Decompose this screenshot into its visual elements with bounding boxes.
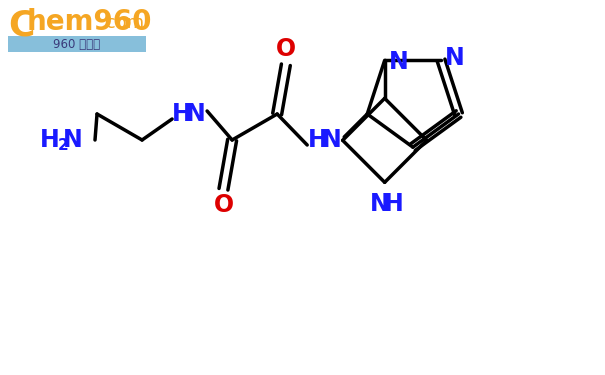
Text: N: N <box>370 192 390 216</box>
Text: N: N <box>186 102 206 126</box>
Text: .com: .com <box>100 14 144 32</box>
Text: O: O <box>214 193 234 217</box>
Text: 960 化工网: 960 化工网 <box>53 38 100 51</box>
Text: H: H <box>40 128 60 152</box>
Text: H: H <box>172 102 192 126</box>
Text: O: O <box>276 37 296 61</box>
Text: N: N <box>322 128 342 152</box>
Text: H: H <box>384 192 404 216</box>
Text: 2: 2 <box>57 138 68 153</box>
Text: hem960: hem960 <box>27 8 152 36</box>
Text: H: H <box>309 128 328 152</box>
Text: C: C <box>8 8 34 42</box>
Text: N: N <box>389 50 408 74</box>
Text: N: N <box>63 128 83 152</box>
Text: N: N <box>445 46 465 70</box>
FancyBboxPatch shape <box>8 36 146 52</box>
